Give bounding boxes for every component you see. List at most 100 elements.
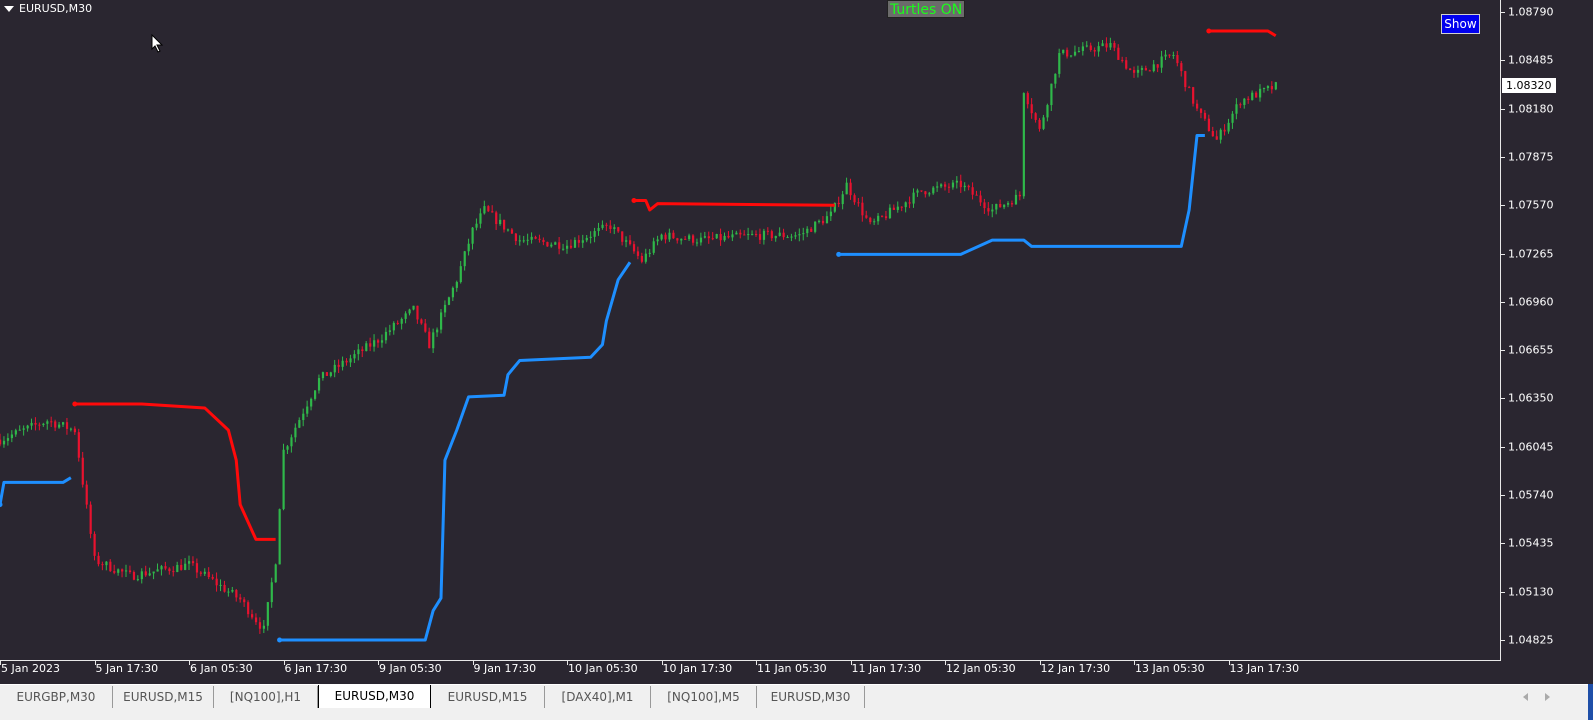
candle-body: [967, 185, 970, 188]
candle-body: [1266, 86, 1270, 89]
candle-body: [1133, 70, 1136, 73]
chart-tab[interactable]: [DAX40],M1: [545, 686, 651, 709]
candle-body: [337, 364, 340, 367]
time-label: 12 Jan 17:30: [1040, 662, 1111, 675]
candle-body: [451, 287, 455, 298]
time-label: 6 Jan 05:30: [190, 662, 253, 675]
candle-body: [373, 340, 376, 347]
candle-body: [652, 241, 655, 253]
chart-tab[interactable]: EURUSD,M30: [757, 686, 865, 709]
lower-channel-line-start-dot: [0, 502, 3, 508]
candle-body: [160, 566, 163, 570]
candle-body: [688, 235, 691, 240]
candle-body: [424, 323, 427, 332]
chart-tab[interactable]: EURUSD,M15: [431, 686, 545, 709]
candle-body: [231, 590, 234, 592]
candle-body: [613, 227, 616, 230]
upper-channel-line-start-dot: [72, 401, 78, 407]
show-button[interactable]: Show: [1441, 14, 1480, 34]
candle-body: [845, 182, 848, 195]
candle-body: [648, 252, 651, 254]
candle-body: [1101, 43, 1104, 47]
time-tick: [472, 661, 474, 665]
candle-body: [172, 571, 175, 573]
candle-body: [1089, 45, 1092, 51]
triangle-down-icon[interactable]: [4, 5, 14, 12]
candle-body: [668, 232, 671, 240]
candle-body: [711, 238, 714, 240]
candle-body: [699, 237, 703, 243]
candle-body: [132, 571, 136, 580]
lower-channel-line-start-dot: [277, 637, 283, 643]
candle-body: [432, 332, 435, 349]
candle-body: [306, 406, 309, 414]
candle-body: [904, 202, 907, 208]
candle-body: [341, 360, 344, 367]
candle-body: [420, 319, 423, 324]
candle-body: [778, 232, 781, 236]
candle-body: [294, 427, 297, 438]
candle-body: [861, 202, 864, 216]
time-label: 12 Jan 05:30: [946, 662, 1016, 675]
candle-body: [932, 187, 935, 194]
candle-body: [896, 206, 899, 210]
time-tick: [189, 661, 190, 665]
candle-body: [266, 602, 269, 626]
candle-body: [806, 228, 809, 234]
candle-body: [168, 568, 171, 572]
time-tick: [378, 661, 379, 665]
candle-body: [152, 571, 155, 574]
symbol-menu[interactable]: EURUSD,M30: [4, 2, 92, 15]
price-label: 1.04825: [1508, 633, 1554, 647]
candle-body: [156, 569, 159, 572]
candle-body: [117, 569, 120, 573]
time-tick: [945, 661, 946, 665]
chart-tab[interactable]: [NQ100],M5: [651, 686, 757, 709]
candle-body: [89, 504, 92, 534]
candle-body: [719, 234, 722, 241]
chart-tab[interactable]: EURUSD,M30: [318, 685, 431, 709]
candle-body: [510, 229, 514, 234]
candle-body: [869, 217, 872, 223]
time-tick: [94, 661, 96, 665]
chart-tab[interactable]: EURGBP,M30: [0, 686, 113, 709]
candle-body: [684, 238, 687, 240]
candle-body: [361, 349, 364, 352]
candle-body: [731, 234, 734, 238]
chart-tab[interactable]: EURUSD,M15: [113, 686, 214, 709]
candle-body: [873, 221, 876, 223]
candle-body: [837, 202, 840, 205]
candle-body: [1077, 50, 1081, 52]
chart-window[interactable]: EURUSD,M30 Turtles ON Show 1.08790 1.0848…: [0, 0, 1593, 684]
candle-body: [1196, 103, 1199, 109]
candle-body: [841, 194, 844, 205]
candle-body: [105, 561, 108, 566]
candle-body: [908, 202, 911, 204]
symbol-label: EURUSD,M30: [19, 2, 93, 15]
candle-body: [1046, 105, 1049, 118]
candle-body: [1180, 63, 1183, 72]
time-tick: [850, 661, 852, 665]
candle-body: [148, 573, 151, 576]
candle-body: [1109, 43, 1112, 48]
candle-body: [550, 244, 553, 247]
candle-body: [762, 230, 766, 240]
candle-body: [1026, 93, 1029, 105]
price-tick: [1501, 446, 1505, 448]
candle-body: [1243, 98, 1246, 105]
chart-tab[interactable]: [NQ100],H1: [214, 686, 318, 709]
price-label: 1.06960: [1508, 295, 1554, 309]
candle-body: [802, 233, 805, 235]
candle-body: [1207, 118, 1211, 132]
upper-channel-line: [633, 198, 835, 212]
price-plot[interactable]: [0, 0, 1501, 661]
arrow-right-icon[interactable]: [1545, 693, 1550, 701]
arrow-left-icon[interactable]: [1523, 693, 1528, 701]
candle-body: [1034, 113, 1037, 120]
candle-body: [203, 571, 206, 574]
candle-body: [1188, 87, 1191, 89]
candle-body: [629, 240, 632, 245]
candle-body: [54, 421, 57, 428]
candle-body: [640, 255, 644, 262]
candle-body: [715, 234, 718, 239]
